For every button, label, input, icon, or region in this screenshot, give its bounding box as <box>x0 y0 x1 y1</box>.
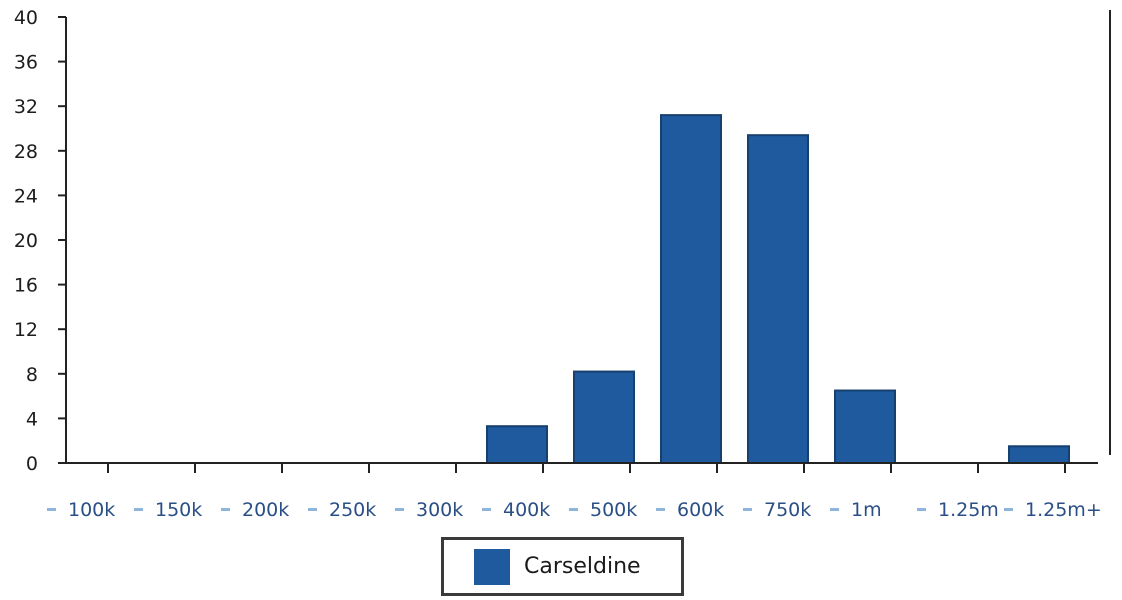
y-axis-ticks: 0 4 8 12 16 20 24 28 32 36 40 <box>14 7 66 475</box>
bar-series <box>486 114 1070 465</box>
x-label-marker <box>743 508 752 511</box>
legend: Carseldine <box>441 537 684 596</box>
y-tick-label: 40 <box>14 7 38 29</box>
x-label-marker <box>656 508 665 511</box>
bar-750k <box>747 134 809 464</box>
x-tick-label: 300k <box>416 499 463 521</box>
x-label-marker <box>830 508 839 511</box>
y-tick-label: 8 <box>26 364 38 386</box>
x-axis-labels: 100k 150k 200k 250k 300k 400k 500k 600k 750k 1m 1.… <box>47 499 1102 521</box>
x-tick-label: 750k <box>764 499 811 521</box>
bar-1.25m+ <box>1008 445 1070 464</box>
x-tick-label: 250k <box>329 499 376 521</box>
x-label-marker <box>308 508 317 511</box>
x-label-marker <box>134 508 143 511</box>
y-tick-label: 20 <box>14 230 38 252</box>
x-tick-label: 1.25m <box>938 499 999 521</box>
legend-swatch-carseldine <box>474 548 510 585</box>
x-tick-label: 1.25m+ <box>1025 499 1102 521</box>
x-label-marker <box>917 508 926 511</box>
y-tick-label: 12 <box>14 319 38 341</box>
x-label-marker <box>1004 508 1013 511</box>
y-tick-label: 16 <box>14 275 38 297</box>
x-label-marker <box>47 508 56 511</box>
x-tick-label: 100k <box>68 499 115 521</box>
x-tick-label: 200k <box>242 499 289 521</box>
x-label-marker <box>221 508 230 511</box>
x-label-marker <box>395 508 404 511</box>
bar-1m <box>834 389 896 464</box>
x-tick-label: 1m <box>851 499 882 521</box>
x-tick-label: 600k <box>677 499 724 521</box>
y-tick-label: 28 <box>14 141 38 163</box>
x-tick-label: 500k <box>590 499 637 521</box>
x-axis-ticks <box>107 463 1066 473</box>
x-tick-label: 150k <box>155 499 202 521</box>
bar-500k <box>573 370 635 465</box>
legend-label-carseldine: Carseldine <box>524 554 641 579</box>
x-label-marker <box>482 508 491 511</box>
bar-600k <box>660 114 722 465</box>
y-tick-label: 4 <box>26 408 38 430</box>
x-tick-label: 400k <box>503 499 550 521</box>
y-tick-label: 36 <box>14 52 38 74</box>
bar-chart: 0 4 8 12 16 20 24 28 32 36 40 100k 150k 200k 250k 300k… <box>14 7 1111 521</box>
y-tick-label: 32 <box>14 96 38 118</box>
x-label-marker <box>569 508 578 511</box>
bar-400k <box>486 425 548 464</box>
y-tick-label: 0 <box>26 453 38 475</box>
y-tick-label: 24 <box>14 185 38 207</box>
